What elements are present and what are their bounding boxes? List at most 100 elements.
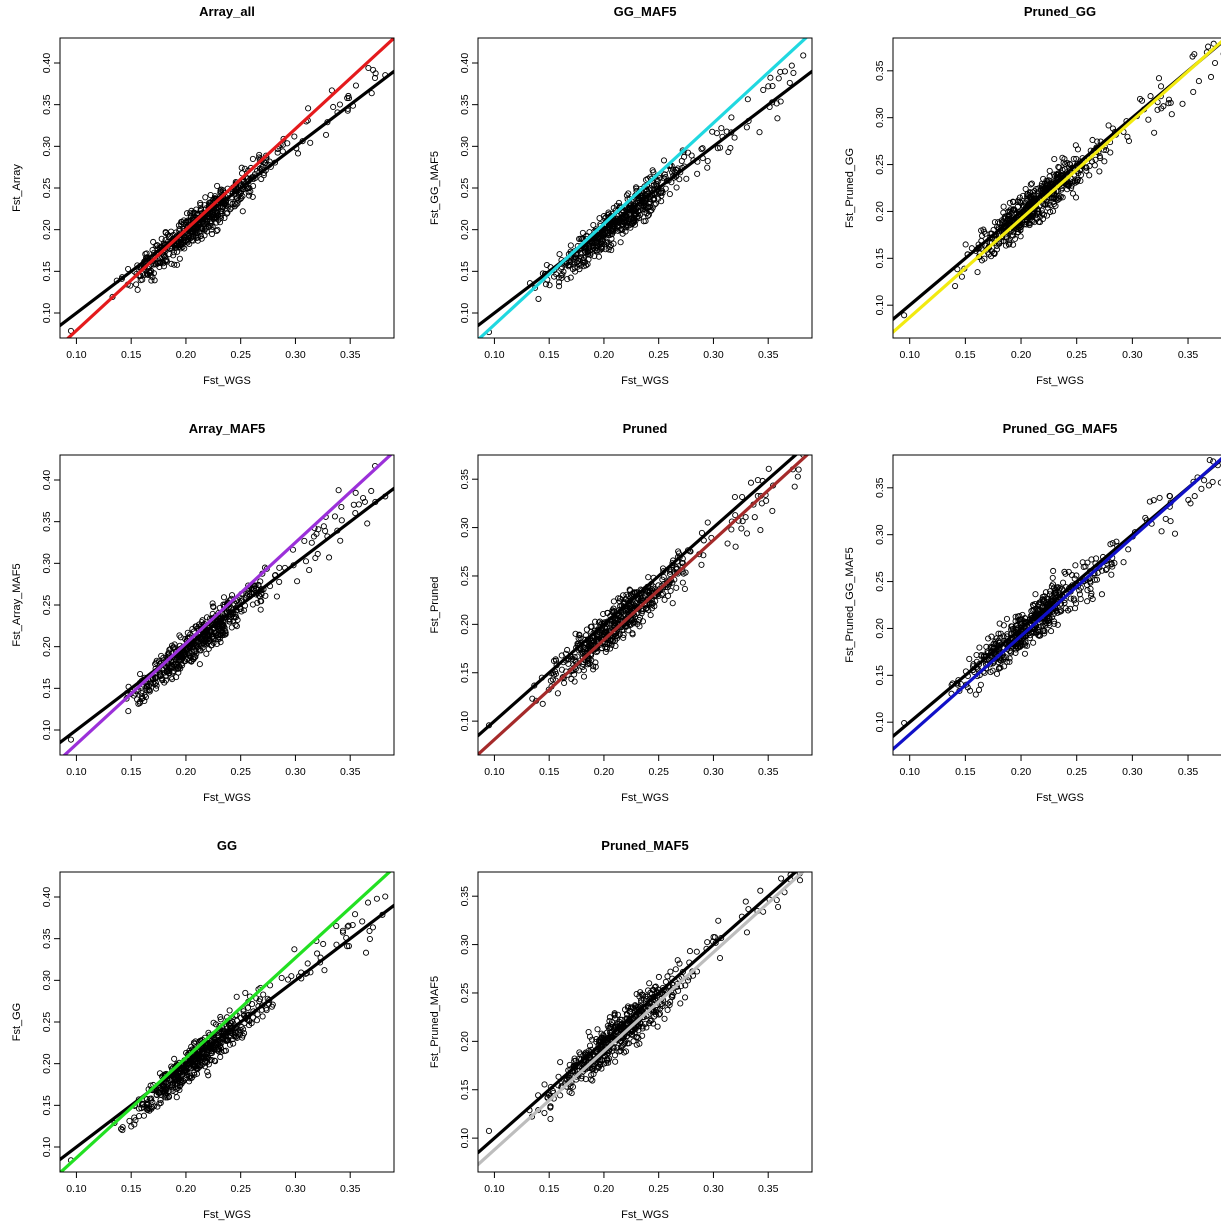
x-tick-label: 0.20 [594,349,615,361]
data-point [362,949,370,956]
data-point [1013,226,1020,233]
data-point [155,658,163,665]
data-point [245,189,252,196]
data-point [1028,212,1035,219]
data-point [559,674,566,681]
data-point [214,182,221,190]
data-point [180,1078,187,1085]
data-point [655,177,662,185]
data-point [630,216,638,223]
data-point [276,564,283,571]
data-point [304,960,311,967]
y-tick-label: 0.25 [41,595,53,616]
data-point [245,192,253,199]
data-point [231,600,238,608]
data-point [715,917,722,924]
data-point [694,170,701,177]
y-tick-label: 0.25 [41,178,53,199]
data-point [1060,159,1067,166]
data-point [238,164,245,171]
data-point [589,1036,596,1043]
data-point [1050,567,1057,575]
panel-title: Array_MAF5 [189,421,266,436]
data-point [612,625,619,632]
data-point [1103,147,1110,154]
data-point [985,635,992,642]
data-point [647,207,654,214]
x-tick-label: 0.10 [899,349,920,361]
data-point [1004,212,1011,219]
data-point [558,666,565,673]
data-point [1000,203,1007,210]
data-point [1036,623,1043,630]
data-point [646,587,653,594]
data-point [1049,574,1056,581]
data-point [773,100,780,107]
data-point [1040,598,1047,605]
data-point [158,652,165,659]
data-point [273,593,280,600]
y-tick-label: 0.20 [874,201,886,222]
data-point [1061,599,1068,606]
data-point [1084,598,1091,605]
data-point [981,255,988,262]
y-tick-label: 0.15 [41,1095,53,1116]
data-point [249,193,256,200]
data-point [242,989,249,996]
points-layer [485,52,807,336]
data-point [156,259,164,266]
data-point [149,1099,156,1106]
x-tick-label: 0.30 [703,349,724,361]
y-tick-label: 0.20 [41,636,53,657]
data-point [610,598,617,605]
data-point [183,1066,190,1074]
data-point [788,62,795,69]
data-point [769,82,776,90]
data-point [589,1066,596,1073]
data-point [993,670,1001,677]
data-point [204,1068,211,1075]
x-tick-label: 0.15 [539,349,560,361]
data-point [368,487,375,495]
plot-frame [892,37,1221,339]
data-point [366,927,373,935]
x-tick-label: 0.35 [1178,766,1199,778]
data-point [698,146,705,153]
data-point [1102,566,1110,574]
data-point [557,1059,564,1066]
data-point [572,630,579,637]
x-tick-label: 0.25 [648,349,669,361]
data-point [615,595,622,602]
y-tick-label: 0.15 [459,1079,471,1100]
data-point [800,52,807,59]
x-tick-label: 0.30 [1122,766,1143,778]
y-tick-label: 0.15 [41,261,53,282]
data-point [344,923,351,930]
data-point [787,846,792,851]
data-point [111,1119,118,1127]
data-point [1005,214,1012,221]
data-point [587,623,594,630]
data-point [635,208,642,215]
data-point [987,669,994,676]
data-point [212,1021,219,1028]
data-point [1167,518,1174,525]
data-point [225,1021,233,1028]
data-point [132,1117,139,1124]
data-point [604,644,611,651]
data-point [1108,561,1115,568]
plot-frame [59,37,395,339]
data-point [214,226,221,233]
identity-line [478,872,798,1155]
data-point [541,1081,548,1088]
x-tick-label: 0.20 [1011,766,1032,778]
data-point [1022,639,1029,646]
data-point [1191,51,1198,58]
data-point [174,261,181,268]
identity-line [478,69,812,328]
y-tick-label: 0.20 [459,1031,471,1052]
data-point [698,529,705,536]
panel-title: Pruned_GG_MAF5 [1003,421,1118,436]
data-point [156,1070,163,1077]
